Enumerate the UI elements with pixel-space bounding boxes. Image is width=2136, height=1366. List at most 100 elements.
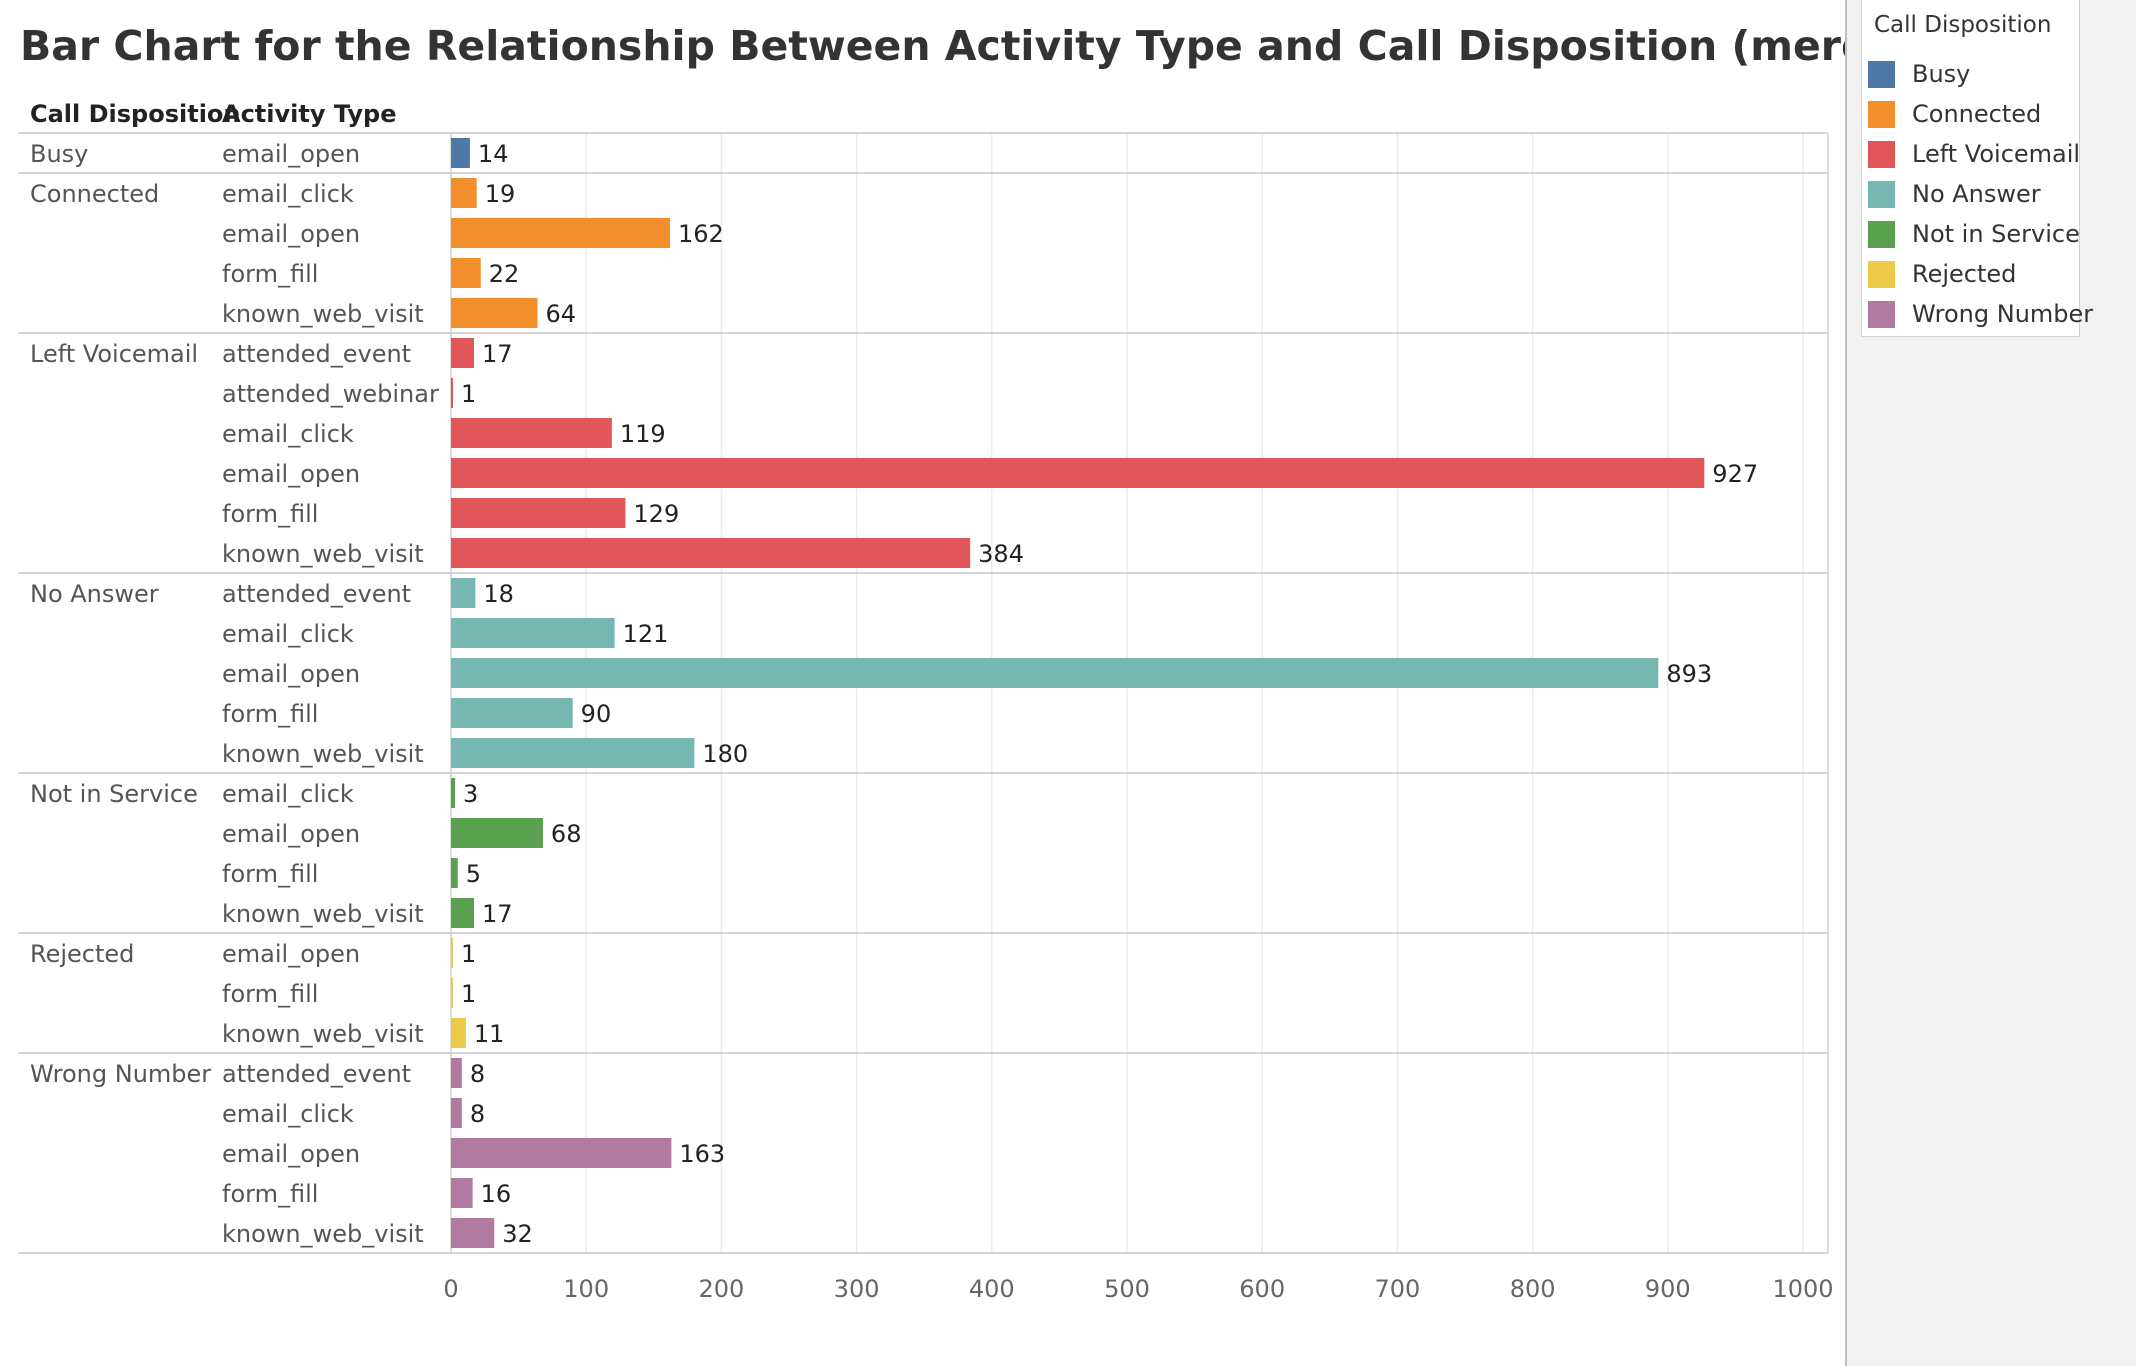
bar xyxy=(451,898,474,928)
bar xyxy=(451,578,476,608)
bar xyxy=(451,818,543,848)
legend-label: Not in Service xyxy=(1912,220,2080,248)
legend-item-rejected[interactable]: Rejected xyxy=(1868,259,2073,291)
legend-label: Wrong Number xyxy=(1912,300,2094,328)
activity-label: email_click xyxy=(222,1100,354,1128)
group-label: Connected xyxy=(30,180,159,208)
activity-label: known_web_visit xyxy=(222,740,424,768)
group-label: Rejected xyxy=(30,940,134,968)
legend-swatch xyxy=(1868,261,1895,288)
bar xyxy=(451,658,1659,688)
data-label: 16 xyxy=(481,1180,512,1208)
activity-label: email_open xyxy=(222,660,360,688)
x-tick-label: 800 xyxy=(1510,1275,1556,1303)
data-label: 64 xyxy=(546,300,577,328)
data-label: 121 xyxy=(623,620,669,648)
legend-label: Rejected xyxy=(1912,260,2017,288)
group-label: Wrong Number xyxy=(30,1060,211,1088)
data-label: 68 xyxy=(551,820,582,848)
data-label: 927 xyxy=(1712,460,1758,488)
bar xyxy=(451,778,456,808)
data-label: 1 xyxy=(461,940,476,968)
activity-label: known_web_visit xyxy=(222,1220,424,1248)
legend-title: Call Disposition xyxy=(1874,12,2052,38)
legend-label: Busy xyxy=(1912,60,1971,88)
legend-label: Left Voicemail xyxy=(1912,140,2081,168)
bar xyxy=(451,378,453,408)
data-label: 11 xyxy=(474,1020,505,1048)
x-tick-label: 1000 xyxy=(1772,1275,1833,1303)
legend-swatch xyxy=(1868,101,1895,128)
bar xyxy=(451,698,573,728)
data-label: 32 xyxy=(502,1220,533,1248)
activity-label: attended_webinar xyxy=(222,380,439,408)
x-tick-label: 500 xyxy=(1104,1275,1150,1303)
activity-label: email_click xyxy=(222,620,354,648)
x-tick-label: 300 xyxy=(834,1275,880,1303)
data-label: 17 xyxy=(482,340,513,368)
bar xyxy=(451,338,474,368)
data-label: 22 xyxy=(489,260,520,288)
data-label: 163 xyxy=(679,1140,725,1168)
bar xyxy=(451,618,615,648)
data-label: 19 xyxy=(485,180,516,208)
data-label: 1 xyxy=(461,980,476,1008)
chart-title: Bar Chart for the Relationship Between A… xyxy=(20,22,2008,70)
legend-swatch xyxy=(1868,61,1895,88)
legend-item-connected[interactable]: Connected xyxy=(1868,99,2073,131)
activity-label: email_open xyxy=(222,140,360,168)
x-tick-label: 600 xyxy=(1239,1275,1285,1303)
bar xyxy=(451,498,626,528)
bar xyxy=(451,418,612,448)
data-label: 384 xyxy=(978,540,1024,568)
data-label: 8 xyxy=(470,1060,485,1088)
column-header-activity-type[interactable]: Activity Type xyxy=(222,100,397,128)
bar xyxy=(451,218,671,248)
bar xyxy=(451,298,538,328)
data-label: 14 xyxy=(478,140,509,168)
bar xyxy=(451,1058,462,1088)
activity-label: attended_event xyxy=(222,340,411,368)
legend-item-not-in-service[interactable]: Not in Service xyxy=(1868,219,2080,251)
activity-label: email_open xyxy=(222,820,360,848)
activity-label: form_fill xyxy=(222,700,318,728)
data-label: 8 xyxy=(470,1100,485,1128)
column-header-call-disposition[interactable]: Call Disposition xyxy=(30,100,241,128)
legend: Call Disposition Busy Connected Left Voi… xyxy=(1861,0,2093,337)
activity-label: email_open xyxy=(222,1140,360,1168)
bar xyxy=(451,938,453,968)
legend-item-busy[interactable]: Busy xyxy=(1868,59,2073,91)
x-tick-label: 900 xyxy=(1645,1275,1691,1303)
data-label: 180 xyxy=(702,740,748,768)
legend-label: Connected xyxy=(1912,100,2042,128)
legend-swatch xyxy=(1868,181,1895,208)
legend-item-left-voicemail[interactable]: Left Voicemail xyxy=(1868,139,2080,171)
activity-label: form_fill xyxy=(222,980,318,1008)
data-label: 90 xyxy=(581,700,612,728)
activity-label: form_fill xyxy=(222,260,318,288)
data-label: 129 xyxy=(633,500,679,528)
bar xyxy=(451,258,481,288)
activity-label: form_fill xyxy=(222,1180,318,1208)
bar xyxy=(451,138,470,168)
bar xyxy=(451,1018,466,1048)
legend-item-wrong-number[interactable]: Wrong Number xyxy=(1868,299,2093,331)
activity-label: attended_event xyxy=(222,1060,411,1088)
bar xyxy=(451,1098,462,1128)
data-label: 893 xyxy=(1666,660,1712,688)
activity-label: email_click xyxy=(222,420,354,448)
data-label: 3 xyxy=(463,780,478,808)
x-tick-label: 400 xyxy=(969,1275,1015,1303)
legend-item-no-answer[interactable]: No Answer xyxy=(1868,179,2073,211)
x-tick-label: 0 xyxy=(443,1275,458,1303)
group-label: Not in Service xyxy=(30,780,198,808)
data-label: 18 xyxy=(483,580,514,608)
activity-label: known_web_visit xyxy=(222,1020,424,1048)
bar xyxy=(451,1218,495,1248)
bar xyxy=(451,178,477,208)
x-tick-label: 700 xyxy=(1374,1275,1420,1303)
activity-label: known_web_visit xyxy=(222,900,424,928)
activity-label: email_open xyxy=(222,220,360,248)
bar xyxy=(451,978,453,1008)
activity-label: known_web_visit xyxy=(222,300,424,328)
